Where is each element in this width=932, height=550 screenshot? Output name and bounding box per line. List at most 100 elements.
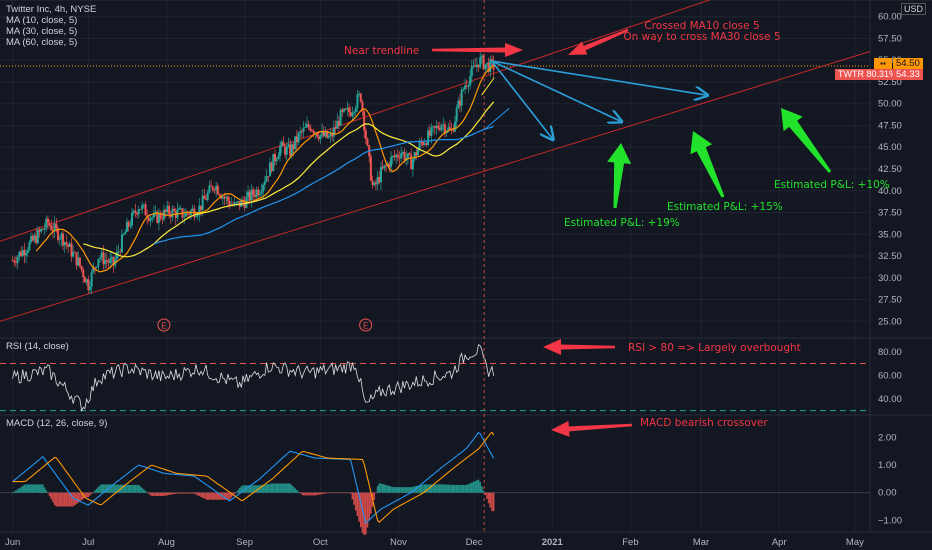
candle-body	[149, 217, 152, 221]
candle-body	[358, 93, 361, 95]
macd-legend[interactable]: MACD (12, 26, close, 9)	[6, 418, 108, 429]
macd-histogram-bar	[299, 492, 302, 494]
candle-body	[168, 205, 171, 214]
ma10-legend[interactable]: MA (10, close, 5)	[6, 15, 78, 26]
macd-histogram-bar	[386, 485, 389, 493]
candle-body	[78, 257, 81, 267]
macd-histogram-bar	[53, 492, 56, 506]
rsi-legend[interactable]: RSI (14, close)	[6, 341, 69, 352]
candle-body	[356, 94, 359, 108]
candle-body	[82, 269, 85, 278]
trendline	[0, 0, 711, 242]
macd-histogram-bar	[459, 484, 461, 493]
macd-histogram-bar	[254, 485, 256, 493]
candle-body	[385, 165, 388, 167]
macd-histogram-bar	[206, 492, 209, 500]
currency-label[interactable]: USD	[900, 3, 926, 15]
macd-histogram-bar	[122, 484, 125, 493]
macd-histogram-bar	[341, 492, 344, 494]
candle-body	[299, 131, 302, 134]
price-tag: 54.50	[893, 58, 923, 69]
macd-histogram-bar	[252, 485, 254, 493]
macd-histogram-bar	[196, 492, 199, 496]
macd-histogram-bar	[82, 492, 85, 500]
annotation-trendline: Near trendline	[344, 45, 419, 57]
macd-histogram-bar	[100, 484, 103, 493]
macd-histogram-bar	[203, 492, 206, 499]
candle-body	[467, 85, 470, 87]
macd-histogram-bar	[304, 492, 307, 496]
macd-histogram-bar	[358, 492, 360, 522]
candle-body	[474, 65, 477, 67]
candle-body	[366, 139, 369, 146]
candle-body	[295, 136, 298, 143]
candle-body	[339, 109, 342, 126]
candle-body	[99, 257, 102, 259]
candle-body	[438, 128, 441, 131]
candle-body	[166, 205, 169, 212]
macd-histogram-bar	[102, 484, 105, 493]
candle-body	[469, 76, 472, 86]
macd-histogram-bar	[423, 484, 426, 493]
macd-histogram-bar	[247, 485, 249, 493]
red-pointer-arrow	[551, 420, 633, 437]
candle-body	[268, 162, 271, 177]
ma60-legend[interactable]: MA (60, close, 5)	[6, 37, 78, 48]
candle-body	[316, 132, 319, 137]
candle-body	[388, 163, 391, 168]
macd-histogram-bar	[80, 492, 83, 501]
macd-histogram-bar	[354, 492, 357, 511]
candle-body	[307, 124, 310, 128]
macd-histogram-bar	[359, 492, 362, 528]
candle-body	[38, 229, 41, 232]
candle-body	[151, 217, 154, 219]
candle-body	[80, 266, 83, 270]
candle-body	[215, 185, 218, 191]
macd-histogram-bar	[291, 485, 293, 493]
candle-body	[455, 108, 458, 122]
candle-body	[201, 195, 204, 210]
macd-histogram-bar	[259, 485, 261, 493]
macd-histogram-bar	[35, 484, 37, 493]
candle-body	[294, 136, 297, 150]
candle-body	[437, 125, 440, 129]
macd-histogram-bar	[55, 492, 58, 507]
ticker-price: 54.33	[893, 69, 923, 80]
macd-histogram-bar	[422, 484, 424, 493]
candle-body	[125, 221, 128, 232]
macd-histogram-bar	[121, 484, 123, 493]
macd-histogram-bar	[474, 481, 476, 493]
macd-histogram-bar	[164, 492, 167, 496]
macd-histogram-bar	[240, 486, 243, 493]
candle-body	[18, 251, 21, 257]
candle-body	[191, 208, 194, 211]
ma30-projection	[481, 77, 495, 96]
time-tick-label: Aug	[158, 537, 175, 548]
macd-histogram-bar	[328, 492, 330, 494]
macd-histogram-bar	[321, 492, 323, 495]
candle-body	[161, 218, 164, 220]
macd-histogram-bar	[220, 492, 222, 500]
macd-histogram-bar	[63, 492, 66, 507]
annotation-pl-10: Estimated P&L: +10%	[774, 179, 890, 191]
macd-histogram-bar	[439, 484, 441, 493]
price-tick-label: 35.00	[878, 229, 902, 240]
candle-body	[272, 153, 275, 172]
symbol-title[interactable]: Twitter Inc, 4h, NYSE	[6, 4, 97, 15]
macd-histogram-bar	[442, 484, 445, 493]
macd-histogram-bar	[351, 492, 354, 500]
ma30-legend[interactable]: MA (30, close, 5)	[6, 26, 78, 37]
candle-body	[53, 223, 56, 232]
macd-histogram-bar	[396, 487, 399, 493]
candle-body	[119, 251, 122, 253]
candle-body	[250, 189, 253, 201]
candle-body	[220, 195, 223, 199]
earnings-marker-label: E	[363, 322, 368, 331]
macd-histogram-bar	[287, 483, 290, 493]
macd-histogram-bar	[149, 492, 152, 496]
candle-body	[213, 189, 216, 191]
macd-histogram-bar	[339, 492, 342, 494]
macd-histogram-bar	[181, 492, 184, 494]
macd-histogram-bar	[156, 492, 159, 496]
